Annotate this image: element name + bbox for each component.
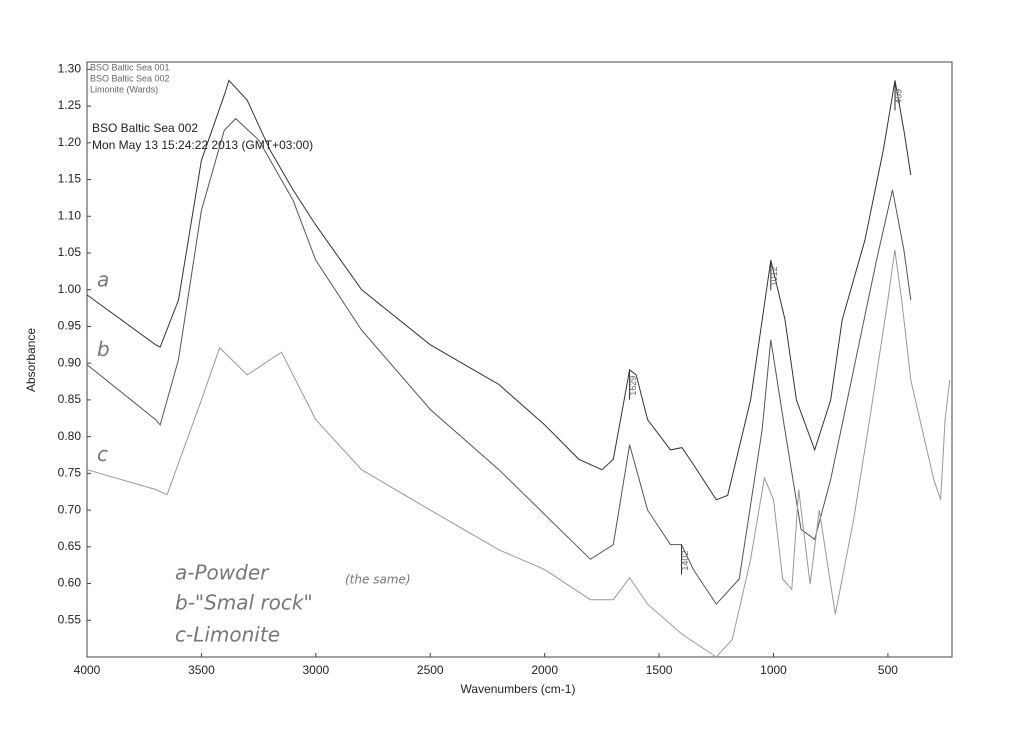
peak-label: 469 <box>893 89 903 104</box>
y-tick-label: 0.80 <box>58 429 82 443</box>
x-tick-label: 500 <box>878 663 898 677</box>
y-tick-label: 1.10 <box>58 208 82 222</box>
note: b-"Smal rock" <box>175 591 313 615</box>
y-tick-label: 0.55 <box>58 612 82 626</box>
y-tick-label: 0.85 <box>58 392 82 406</box>
series-tag: b <box>97 337 110 361</box>
spectrum-line <box>86 249 951 658</box>
x-tick-label: 2000 <box>531 663 558 677</box>
spectrum-line <box>86 117 912 605</box>
x-tick-label: 1000 <box>760 663 787 677</box>
legend-entry: BSO Baltic Sea 002 <box>90 73 170 83</box>
header-line: Mon May 13 15:24:22 2013 (GMT+03:00) <box>92 138 313 152</box>
plot-frame <box>86 61 953 658</box>
legend-entry: Limonite (Wards) <box>90 84 158 94</box>
y-tick-label: 1.30 <box>58 62 82 76</box>
x-tick-label: 2500 <box>417 663 444 677</box>
y-axis-label: Absorbance <box>24 328 38 392</box>
y-tick-label: 0.60 <box>58 576 82 590</box>
x-tick-label: 1500 <box>646 663 673 677</box>
spectrum-line <box>86 79 912 501</box>
y-tick-label: 0.75 <box>58 466 82 480</box>
x-axis-label: Wavenumbers (cm-1) <box>461 682 576 696</box>
y-tick-label: 1.25 <box>58 98 82 112</box>
note: (the same) <box>345 573 411 587</box>
series-tag: c <box>97 442 108 466</box>
y-tick-label: 1.00 <box>58 282 82 296</box>
y-tick-label: 0.65 <box>58 539 82 553</box>
series-tag: a <box>97 267 109 291</box>
y-tick-label: 1.05 <box>58 245 82 259</box>
legend-entry: BSO Baltic Sea 001 <box>90 62 170 72</box>
y-tick-label: 0.90 <box>58 355 82 369</box>
y-tick-label: 1.20 <box>58 135 82 149</box>
y-tick-label: 0.70 <box>58 502 82 516</box>
note: c-Limonite <box>175 623 280 647</box>
peak-label: 1629 <box>628 376 638 396</box>
note: a-Powder <box>175 561 270 585</box>
x-tick-label: 4000 <box>74 663 101 677</box>
x-tick-label: 3500 <box>188 663 215 677</box>
peak-label: 1402 <box>680 551 690 571</box>
y-tick-label: 0.95 <box>58 319 82 333</box>
peak-label: 1012 <box>769 266 779 286</box>
x-tick-label: 3000 <box>302 663 329 677</box>
y-tick-label: 1.15 <box>58 172 82 186</box>
header-line: BSO Baltic Sea 002 <box>92 121 198 135</box>
